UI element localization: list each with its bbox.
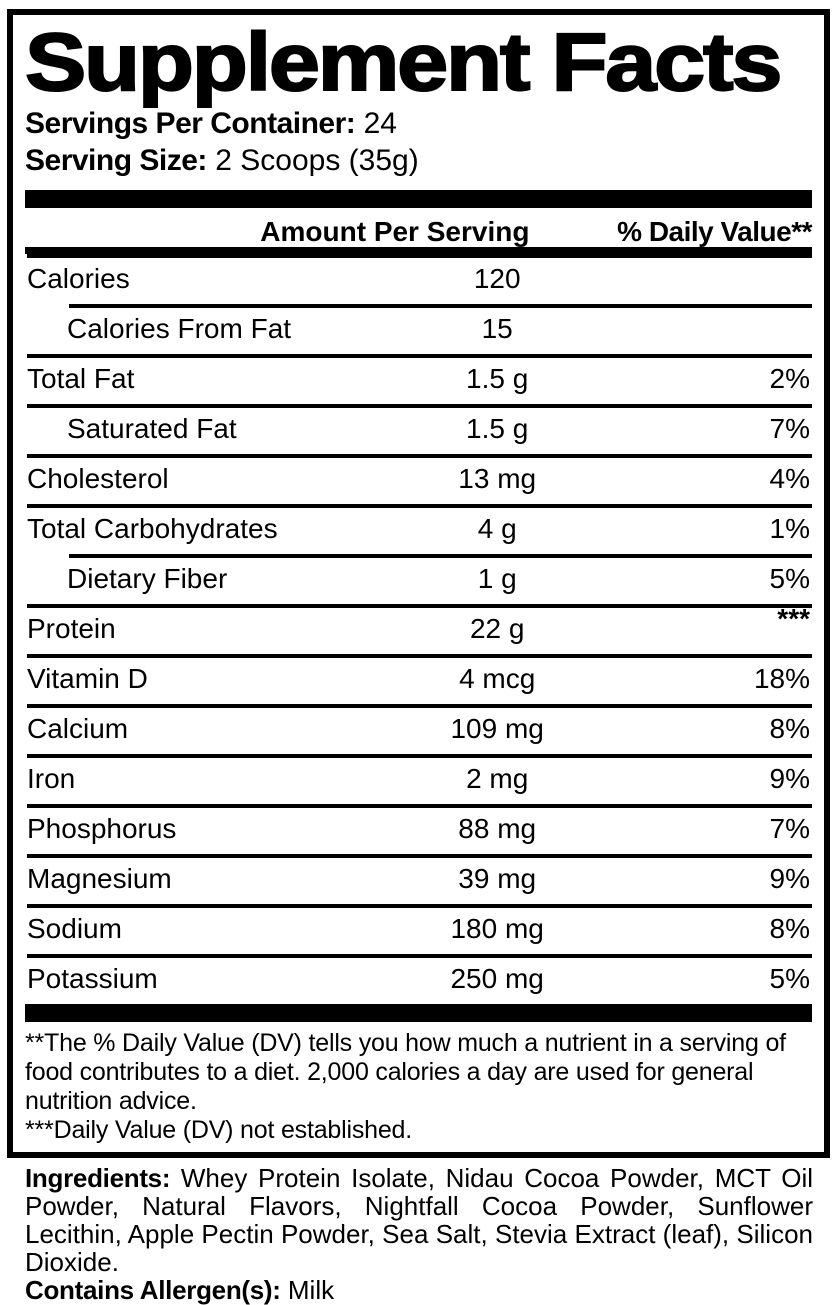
nutrient-amount: 120 (473, 263, 521, 294)
table-row: Cholesterol 13 mg 4% (25, 454, 812, 504)
nutrient-amount: 1.5 g (466, 363, 529, 394)
table-row: Total Fat 1.5 g 2% (25, 354, 812, 404)
nutrient-label: Cholesterol (27, 463, 169, 494)
nutrient-daily-value: 7% (769, 813, 810, 844)
nutrient-daily-value: 5% (769, 963, 810, 994)
ingredients-section: Ingredients: Whey Protein Isolate, Nidau… (25, 1164, 813, 1304)
separator-bar-bottom (25, 1004, 812, 1022)
table-header: Amount Per Serving % Daily Value** (25, 208, 812, 254)
ingredients-paragraph: Ingredients: Whey Protein Isolate, Nidau… (25, 1164, 813, 1276)
servings-per-container-label: Servings Per Container: (25, 107, 356, 140)
table-row: Phosphorus 88 mg 7% (25, 804, 812, 854)
table-row: Potassium 250 mg 5% (25, 954, 812, 1004)
nutrient-daily-value: 18% (753, 663, 810, 694)
nutrient-label: Protein (27, 613, 116, 644)
nutrient-amount: 1.5 g (466, 413, 529, 444)
table-row: Iron 2 mg 9% (25, 754, 812, 804)
footnote-daily-value: **The % Daily Value (DV) tells you how m… (25, 1029, 786, 1115)
nutrient-daily-value: 7% (769, 413, 810, 444)
nutrient-amount: 4 mcg (459, 663, 536, 694)
nutrient-label: Sodium (27, 913, 122, 944)
nutrient-label: Calories From Fat (67, 313, 292, 344)
amount-column-header: Amount Per Serving (260, 216, 530, 247)
serving-size: Serving Size: 2 Scoops (35g) (25, 142, 812, 179)
table-row: Dietary Fiber 1 g 5% (25, 554, 812, 604)
nutrient-daily-value: 4% (769, 463, 810, 494)
nutrient-daily-value: 2% (769, 363, 810, 394)
nutrient-label: Dietary Fiber (67, 563, 228, 594)
allergen-value: Milk (287, 1275, 335, 1305)
nutrient-daily-value: 9% (769, 863, 810, 894)
nutrient-amount: 4 g (477, 513, 517, 544)
table-row: Protein 22 g *** (25, 603, 812, 654)
nutrient-label: Calcium (27, 713, 129, 744)
table-row: Vitamin D 4 mcg 18% (25, 654, 812, 704)
nutrient-amount: 13 mg (458, 463, 537, 494)
nutrient-amount: 22 g (469, 613, 525, 644)
table-row: Calories 120 (25, 254, 812, 304)
nutrient-amount: 88 mg (458, 813, 537, 844)
footnotes: **The % Daily Value (DV) tells you how m… (25, 1022, 812, 1145)
table-row: Sodium 180 mg 8% (25, 904, 812, 954)
nutrient-label: Total Fat (27, 363, 135, 394)
nutrient-daily-value: 1% (769, 513, 810, 544)
nutrient-label: Calories (27, 263, 130, 294)
label-title: Supplement Facts (24, 17, 784, 108)
nutrient-amount: 15 (481, 313, 513, 344)
nutrient-amount: 1 g (477, 563, 517, 594)
allergen-line: Contains Allergen(s): Milk (25, 1276, 813, 1304)
serving-size-label: Serving Size: (25, 144, 207, 177)
nutrient-label: Vitamin D (27, 663, 148, 694)
nutrient-amount: 180 mg (450, 913, 544, 944)
table-row: Saturated Fat 1.5 g 7% (25, 404, 812, 454)
nutrient-label: Saturated Fat (67, 413, 237, 444)
footnote-not-established: ***Daily Value (DV) not established. (25, 1116, 412, 1144)
nutrient-daily-value: *** (777, 603, 810, 634)
nutrient-daily-value: 8% (769, 713, 810, 744)
nutrient-amount: 2 mg (466, 763, 529, 794)
nutrient-label: Magnesium (27, 863, 172, 894)
ingredients-text: Whey Protein Isolate, Nidau Cocoa Powder… (25, 1163, 813, 1277)
supplement-facts-label: Supplement Facts Servings Per Container:… (7, 9, 830, 1158)
ingredients-label: Ingredients: (25, 1163, 171, 1193)
nutrient-label: Potassium (27, 963, 158, 994)
nutrient-amount: 250 mg (450, 963, 544, 994)
servings-per-container: Servings Per Container: 24 (25, 105, 812, 142)
table-row: Calcium 109 mg 8% (25, 704, 812, 754)
table-row: Magnesium 39 mg 9% (25, 854, 812, 904)
nutrient-daily-value: 9% (769, 763, 810, 794)
table-row: Calories From Fat 15 (25, 304, 812, 354)
daily-value-column-header: % Daily Value** (617, 216, 812, 247)
serving-size-value: 2 Scoops (35g) (215, 144, 419, 177)
servings-per-container-value: 24 (363, 107, 397, 140)
nutrient-label: Total Carbohydrates (27, 513, 278, 544)
nutrition-table: Calories 120 Calories From Fat 15 Total … (25, 254, 812, 1004)
nutrient-amount: 39 mg (458, 863, 537, 894)
nutrient-label: Phosphorus (27, 813, 177, 844)
nutrient-daily-value: 5% (769, 563, 810, 594)
nutrient-daily-value: 8% (769, 913, 810, 944)
nutrient-label: Iron (27, 763, 76, 794)
separator-bar-top (25, 190, 812, 208)
table-row: Total Carbohydrates 4 g 1% (25, 504, 812, 554)
nutrient-amount: 109 mg (450, 713, 544, 744)
allergen-label: Contains Allergen(s): (25, 1275, 281, 1305)
